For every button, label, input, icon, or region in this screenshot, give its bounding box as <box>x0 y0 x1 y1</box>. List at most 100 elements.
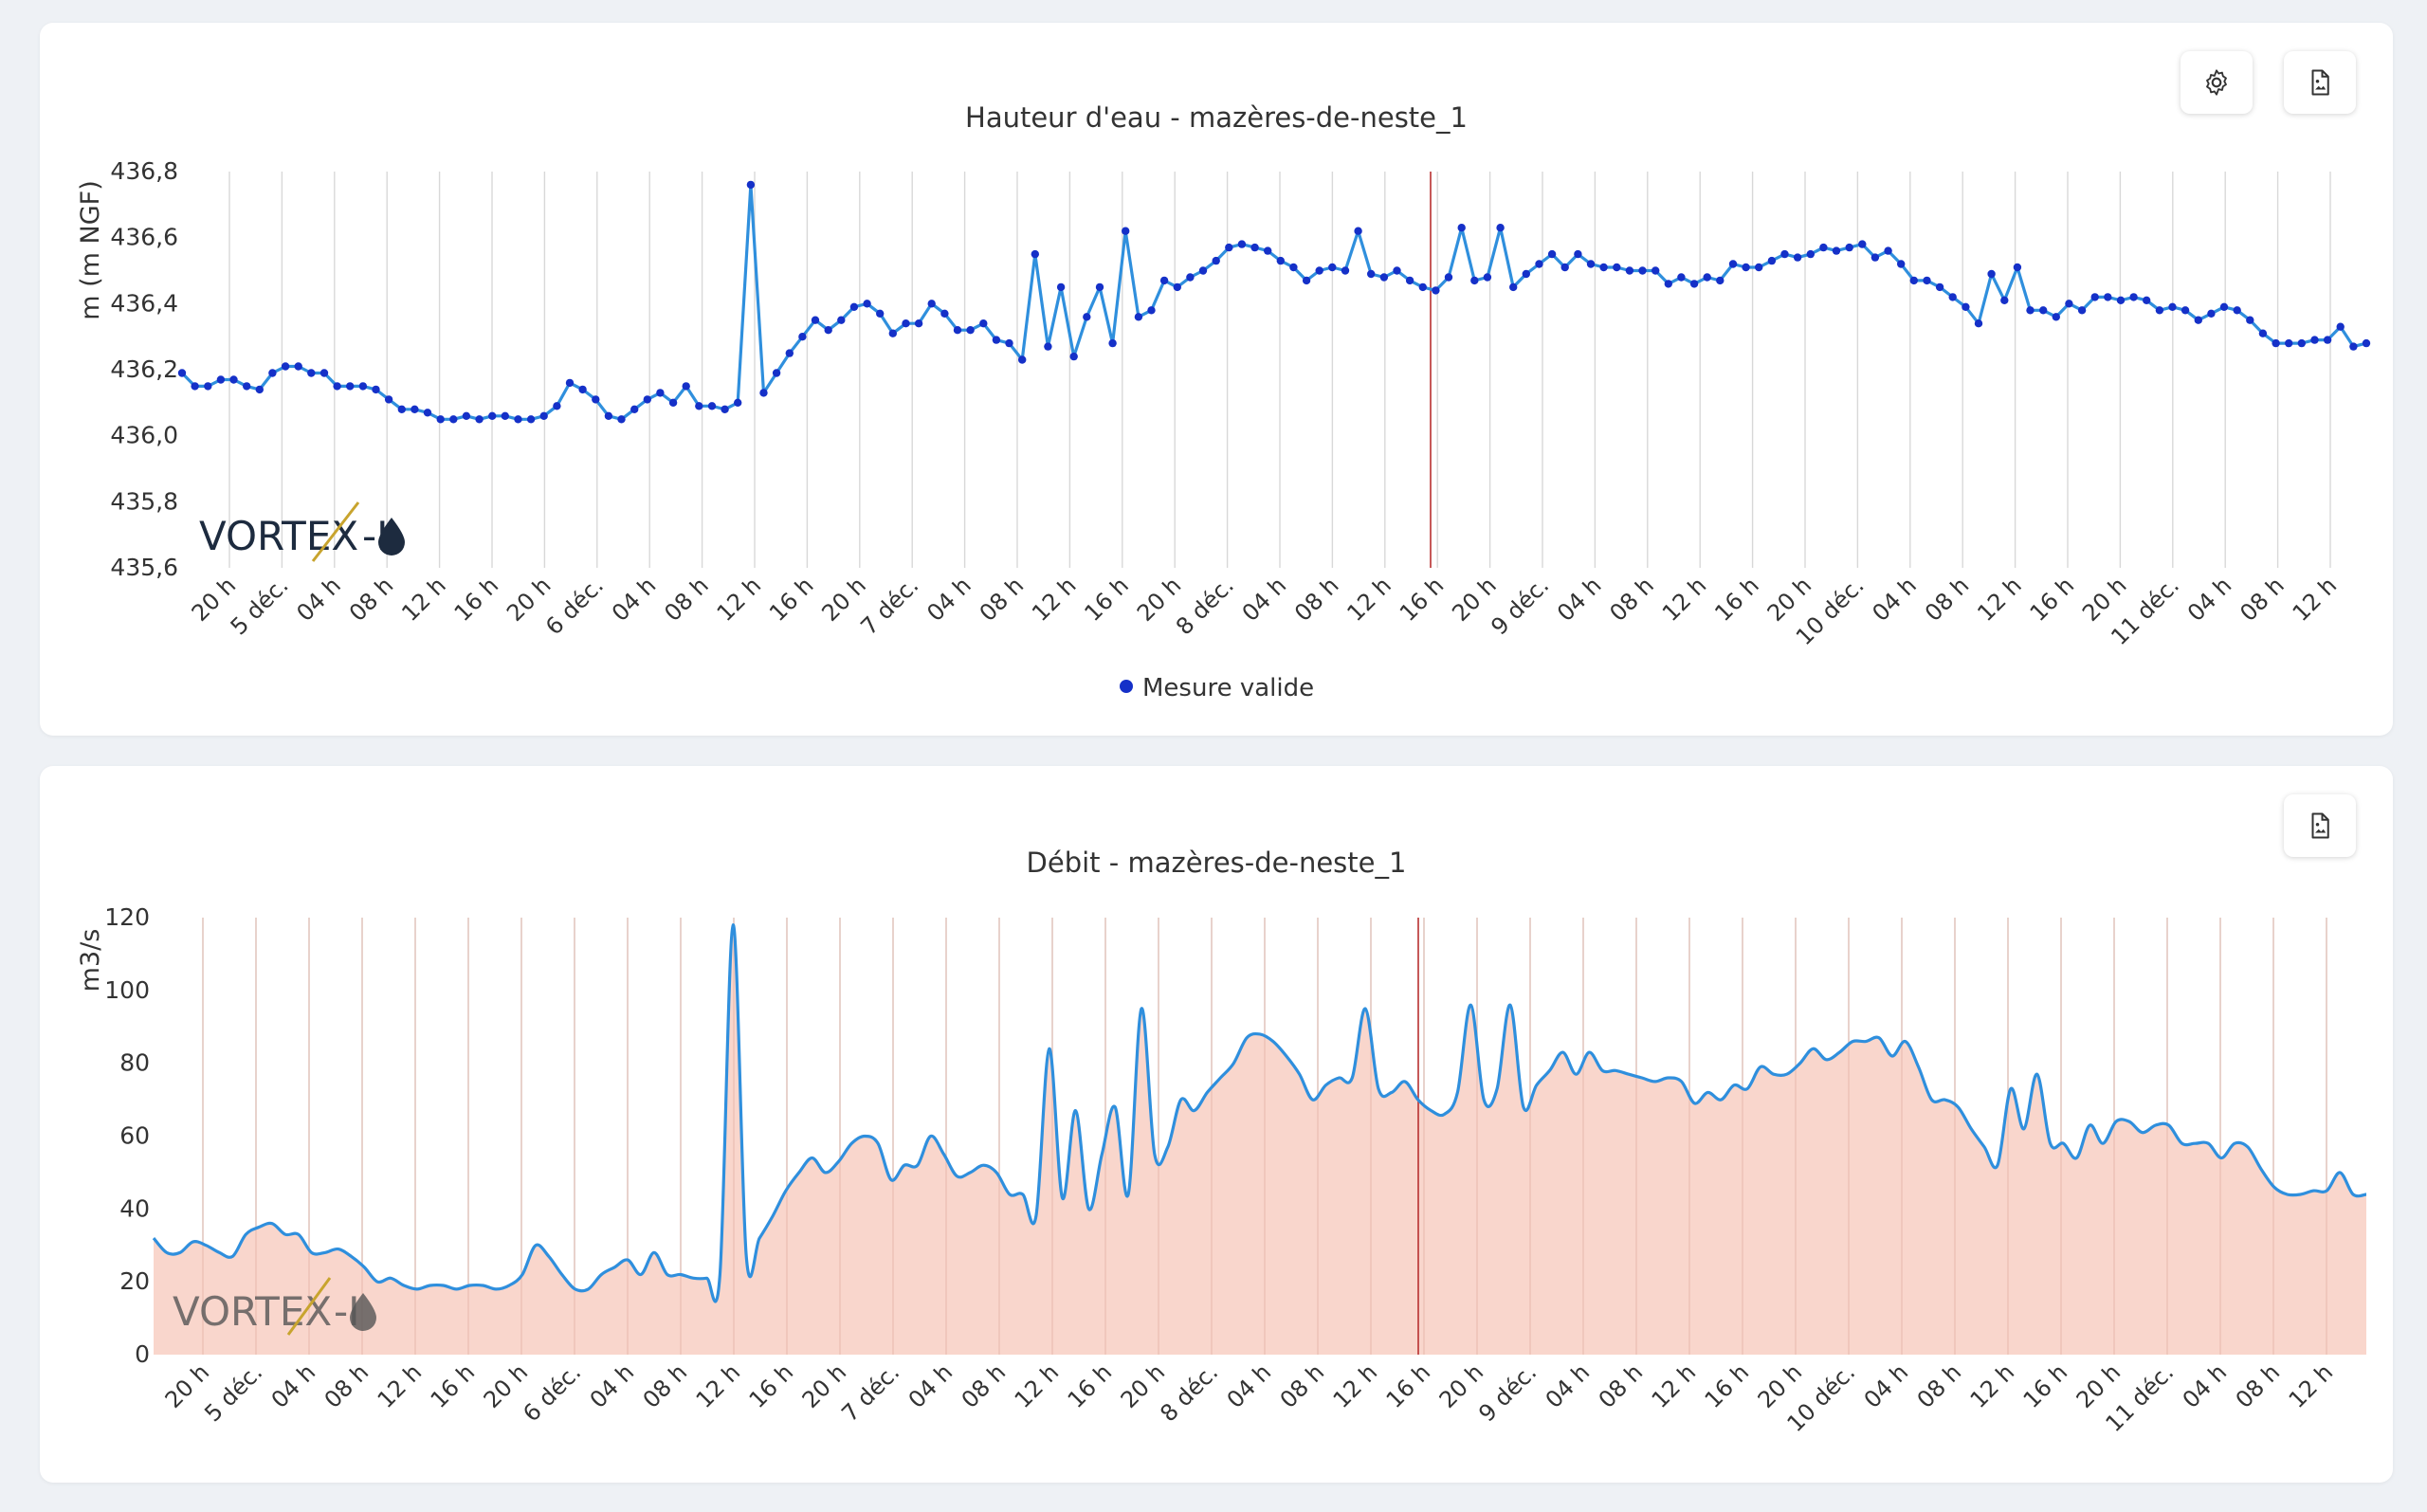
data-point[interactable] <box>2246 316 2254 324</box>
data-point[interactable] <box>2349 342 2358 351</box>
data-point[interactable] <box>1651 266 1660 275</box>
chart-legend[interactable]: Mesure valide <box>1120 674 1314 702</box>
data-point[interactable] <box>1703 273 1711 282</box>
data-point[interactable] <box>1367 269 1376 279</box>
data-point[interactable] <box>1496 224 1505 232</box>
data-point[interactable] <box>1793 253 1802 262</box>
data-point[interactable] <box>384 395 393 404</box>
data-point[interactable] <box>1289 263 1298 272</box>
data-point[interactable] <box>992 336 1001 344</box>
data-point[interactable] <box>966 326 975 335</box>
data-point[interactable] <box>1134 313 1143 321</box>
data-point[interactable] <box>1547 249 1557 259</box>
data-point[interactable] <box>734 398 742 407</box>
data-point[interactable] <box>1328 263 1337 272</box>
data-point[interactable] <box>824 326 832 335</box>
data-point[interactable] <box>2104 293 2112 301</box>
data-point[interactable] <box>2258 329 2268 337</box>
data-point[interactable] <box>229 375 238 384</box>
data-point[interactable] <box>2013 263 2022 272</box>
data-point[interactable] <box>979 319 988 328</box>
data-point[interactable] <box>255 385 264 394</box>
data-point[interactable] <box>940 309 949 318</box>
data-point[interactable] <box>2090 293 2099 301</box>
data-point[interactable] <box>927 300 936 308</box>
data-point[interactable] <box>1432 286 1440 295</box>
data-point[interactable] <box>1586 260 1596 268</box>
data-point[interactable] <box>333 382 341 391</box>
data-point[interactable] <box>1689 280 1699 288</box>
data-point[interactable] <box>682 382 690 391</box>
data-point[interactable] <box>2052 313 2060 321</box>
data-point[interactable] <box>2336 322 2345 331</box>
data-point[interactable] <box>604 411 613 420</box>
data-point[interactable] <box>888 329 897 337</box>
data-point[interactable] <box>281 362 290 371</box>
data-point[interactable] <box>1962 302 1970 311</box>
data-point[interactable] <box>216 375 226 384</box>
data-point[interactable] <box>1819 243 1828 252</box>
data-point[interactable] <box>449 415 458 424</box>
export-image-button[interactable] <box>2284 794 2356 857</box>
data-point[interactable] <box>863 300 871 308</box>
data-point[interactable] <box>475 415 484 424</box>
data-point[interactable] <box>1108 338 1117 348</box>
data-point[interactable] <box>307 369 316 377</box>
data-point[interactable] <box>1599 263 1608 272</box>
data-point[interactable] <box>1806 249 1816 259</box>
data-point[interactable] <box>1884 246 1892 255</box>
data-point[interactable] <box>268 369 277 377</box>
data-point[interactable] <box>1122 227 1130 235</box>
data-point[interactable] <box>294 362 302 371</box>
data-point[interactable] <box>1845 243 1853 252</box>
data-point[interactable] <box>837 316 846 324</box>
data-point[interactable] <box>1755 263 1763 272</box>
data-point[interactable] <box>2323 336 2332 344</box>
data-point[interactable] <box>1574 249 1582 259</box>
data-point[interactable] <box>1315 266 1323 275</box>
data-point[interactable] <box>1056 282 1066 292</box>
data-point[interactable] <box>1212 256 1220 265</box>
data-point[interactable] <box>1625 266 1634 275</box>
data-point[interactable] <box>1044 342 1052 351</box>
data-point[interactable] <box>346 382 355 391</box>
data-point[interactable] <box>553 402 561 410</box>
data-point[interactable] <box>2362 338 2371 348</box>
data-point[interactable] <box>1237 240 1247 248</box>
data-point[interactable] <box>1987 269 1996 279</box>
data-point[interactable] <box>1677 273 1686 282</box>
data-point[interactable] <box>811 316 820 324</box>
data-point[interactable] <box>1418 282 1428 292</box>
data-point[interactable] <box>1018 355 1027 364</box>
data-point[interactable] <box>1560 263 1569 272</box>
data-point[interactable] <box>721 405 729 413</box>
data-point[interactable] <box>191 382 199 391</box>
data-point[interactable] <box>565 378 575 388</box>
data-point[interactable] <box>397 405 406 413</box>
data-point[interactable] <box>1923 276 1931 285</box>
data-point[interactable] <box>1858 240 1867 248</box>
data-point[interactable] <box>2143 296 2151 304</box>
data-point[interactable] <box>1767 256 1777 265</box>
data-point[interactable] <box>914 319 923 328</box>
data-point[interactable] <box>2297 338 2306 348</box>
data-point[interactable] <box>1509 282 1518 292</box>
data-point[interactable] <box>1031 249 1040 259</box>
data-point[interactable] <box>1909 276 1919 285</box>
data-point[interactable] <box>1470 276 1479 285</box>
data-point[interactable] <box>526 415 536 424</box>
data-point[interactable] <box>539 411 548 420</box>
data-point[interactable] <box>2272 338 2280 348</box>
data-point[interactable] <box>2219 302 2229 311</box>
data-point[interactable] <box>1638 266 1647 275</box>
data-point[interactable] <box>630 405 639 413</box>
data-point[interactable] <box>1535 260 1543 268</box>
data-point[interactable] <box>1095 282 1104 292</box>
data-point[interactable] <box>177 369 187 377</box>
data-point[interactable] <box>902 319 910 328</box>
data-point[interactable] <box>462 411 471 420</box>
data-point[interactable] <box>1083 313 1091 321</box>
data-point[interactable] <box>319 369 329 377</box>
data-point[interactable] <box>2077 306 2087 315</box>
data-point[interactable] <box>204 382 212 391</box>
